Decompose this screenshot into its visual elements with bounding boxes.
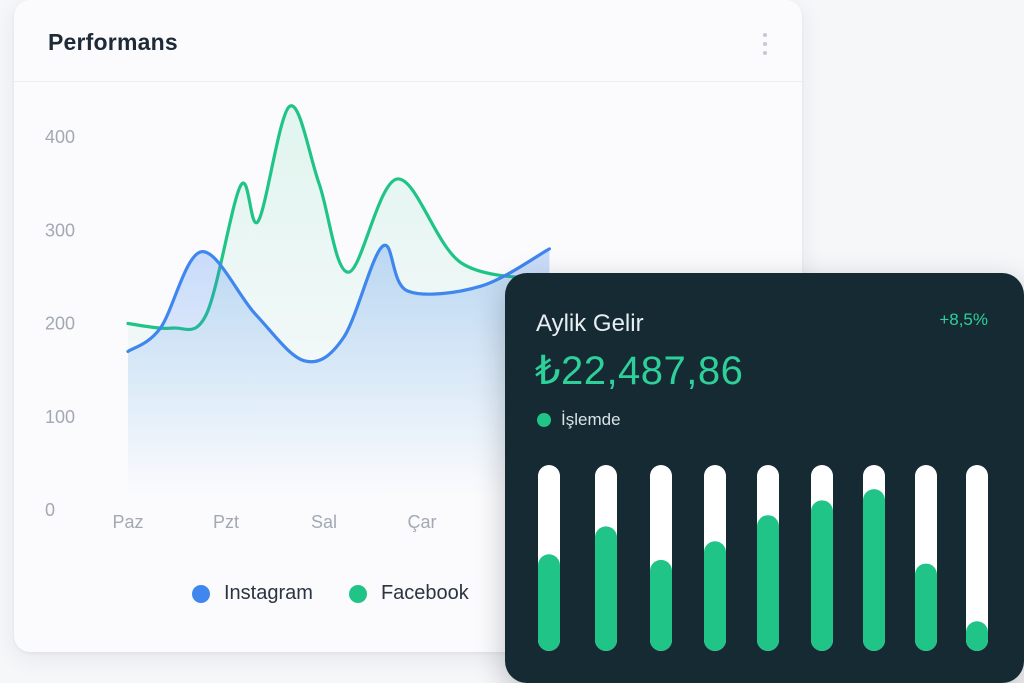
legend-item-instagram[interactable]: Instagram <box>192 582 313 605</box>
x-tick-label: Paz <box>112 512 143 532</box>
monthly-revenue-card: Aylik Gelir +8,5% ₺22,487,86 İşlemde <box>505 273 1024 683</box>
area-instagram <box>128 245 550 496</box>
legend-dot-facebook <box>348 584 367 603</box>
legend-label-facebook: Facebook <box>380 582 469 604</box>
revenue-status: İşlemde <box>537 410 621 430</box>
performance-chart: 0 100 200 300 400 Paz Pzt Sal Çar <box>45 104 551 532</box>
legend-label-instagram: Instagram <box>224 582 313 604</box>
performance-title: Performans <box>48 29 178 55</box>
legend-dot-instagram <box>192 584 210 603</box>
kebab-vertical-icon[interactable] <box>759 33 771 55</box>
revenue-bar[interactable] <box>650 559 672 651</box>
y-tick-label: 300 <box>45 220 75 240</box>
performance-card-header: Performans <box>14 0 802 82</box>
revenue-status-label: İşlemde <box>561 410 621 429</box>
status-dot-icon <box>537 413 551 427</box>
line-instagram[interactable] <box>126 243 551 364</box>
revenue-bar[interactable] <box>757 515 779 651</box>
y-tick-label: 200 <box>45 314 75 334</box>
revenue-bar[interactable] <box>538 554 560 651</box>
y-tick-label: 400 <box>45 127 75 147</box>
revenue-bar-chart <box>538 465 988 651</box>
y-tick-label: 100 <box>45 407 75 427</box>
bar-track <box>966 465 988 651</box>
x-tick-label: Pzt <box>213 512 239 532</box>
chart-legend: Instagram Facebook <box>192 582 505 605</box>
revenue-bar[interactable] <box>704 541 726 651</box>
y-tick-label: 0 <box>45 500 55 520</box>
revenue-bar[interactable] <box>863 489 885 651</box>
revenue-bar[interactable] <box>966 621 988 651</box>
x-tick-label: Çar <box>407 512 436 532</box>
x-tick-label: Sal <box>311 512 337 532</box>
legend-item-facebook[interactable]: Facebook <box>348 582 469 605</box>
revenue-title: Aylik Gelir <box>536 310 644 337</box>
revenue-amount: ₺22,487,86 <box>535 349 744 393</box>
revenue-bar[interactable] <box>811 500 833 651</box>
revenue-bar[interactable] <box>595 526 617 651</box>
revenue-change-badge: +8,5% <box>939 310 988 329</box>
revenue-bar[interactable] <box>915 563 937 651</box>
